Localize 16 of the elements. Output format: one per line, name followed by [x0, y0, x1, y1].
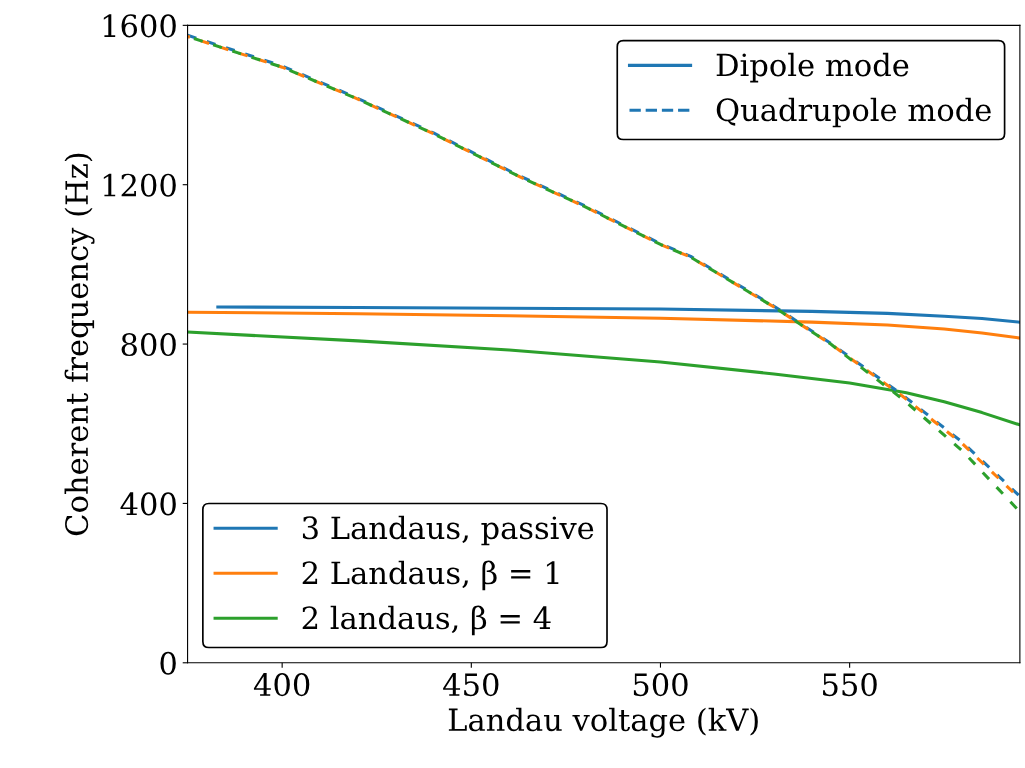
y-tick-label: 1600: [103, 14, 176, 38]
legend-label: 2 landaus, β = 4: [302, 605, 551, 636]
y-axis-title: Coherent frequency (Hz): [64, 153, 95, 536]
y-tick-label: 1200: [103, 173, 176, 197]
x-axis-title: Landau voltage (kV): [448, 707, 758, 738]
y-tick-label: 0: [160, 651, 176, 675]
legend-label: 2 Landaus, β = 1: [302, 560, 559, 591]
y-tick-label: 400: [120, 492, 176, 516]
x-tick-label: 500: [633, 673, 688, 697]
annotation: Dipole mode: [716, 52, 909, 83]
x-tick-label: 400: [253, 673, 310, 697]
legend-label: 3 Landaus, passive: [302, 515, 594, 546]
y-tick-label: 800: [121, 332, 176, 357]
x-tick-label: 450: [443, 673, 499, 697]
annotation: Quadrupole mode: [716, 97, 991, 128]
x-tick-label: 550: [823, 673, 877, 697]
